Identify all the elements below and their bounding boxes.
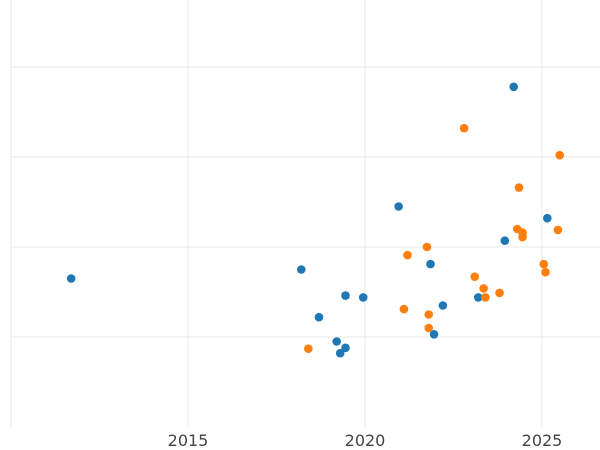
grid-layer [10, 0, 600, 427]
x-tick-label-2025: 2025 [522, 431, 563, 450]
data-point-s1-11 [429, 330, 439, 339]
data-point-s1-4 [332, 337, 341, 346]
data-point-s1-9 [394, 202, 403, 211]
data-point-s2-13 [514, 183, 524, 192]
data-point-s2-10 [481, 293, 490, 302]
data-point-s1-7 [341, 291, 350, 300]
data-point-s1-16 [543, 213, 552, 223]
data-point-s2-16 [539, 259, 549, 269]
data-point-s1-14 [500, 236, 510, 245]
x-tick-label-2020: 2020 [345, 431, 386, 450]
data-point-s1-2 [296, 265, 306, 274]
data-point-s2-4 [422, 242, 432, 252]
data-point-s2-8 [470, 272, 480, 282]
data-point-s1-12 [438, 301, 448, 310]
data-point-s1-15 [509, 82, 518, 92]
data-point-s2-2 [399, 304, 409, 314]
data-point-s2-17 [541, 267, 550, 277]
data-point-s1-5 [335, 348, 345, 358]
data-point-s2-11 [495, 288, 504, 298]
x-axis-ticks: 2015 2020 2025 [168, 431, 563, 450]
data-point-s2-9 [479, 284, 488, 293]
data-point-s2-6 [424, 323, 434, 333]
data-point-s2-19 [555, 150, 564, 160]
data-point-s2-3 [403, 250, 412, 260]
data-point-s2-5 [424, 310, 434, 319]
data-point-s2-15 [518, 232, 527, 242]
x-tick-label-2015: 2015 [168, 431, 209, 450]
data-point-s2-1 [304, 344, 313, 354]
data-points [66, 82, 564, 358]
data-point-s1-6 [341, 343, 350, 353]
data-point-s1-8 [358, 293, 368, 302]
data-point-s1-10 [426, 259, 435, 269]
data-point-s2-18 [553, 225, 563, 235]
data-point-s1-13 [473, 293, 483, 302]
data-point-s1-1 [66, 274, 76, 283]
data-point-s1-3 [314, 312, 324, 322]
data-point-s2-7 [459, 123, 469, 133]
